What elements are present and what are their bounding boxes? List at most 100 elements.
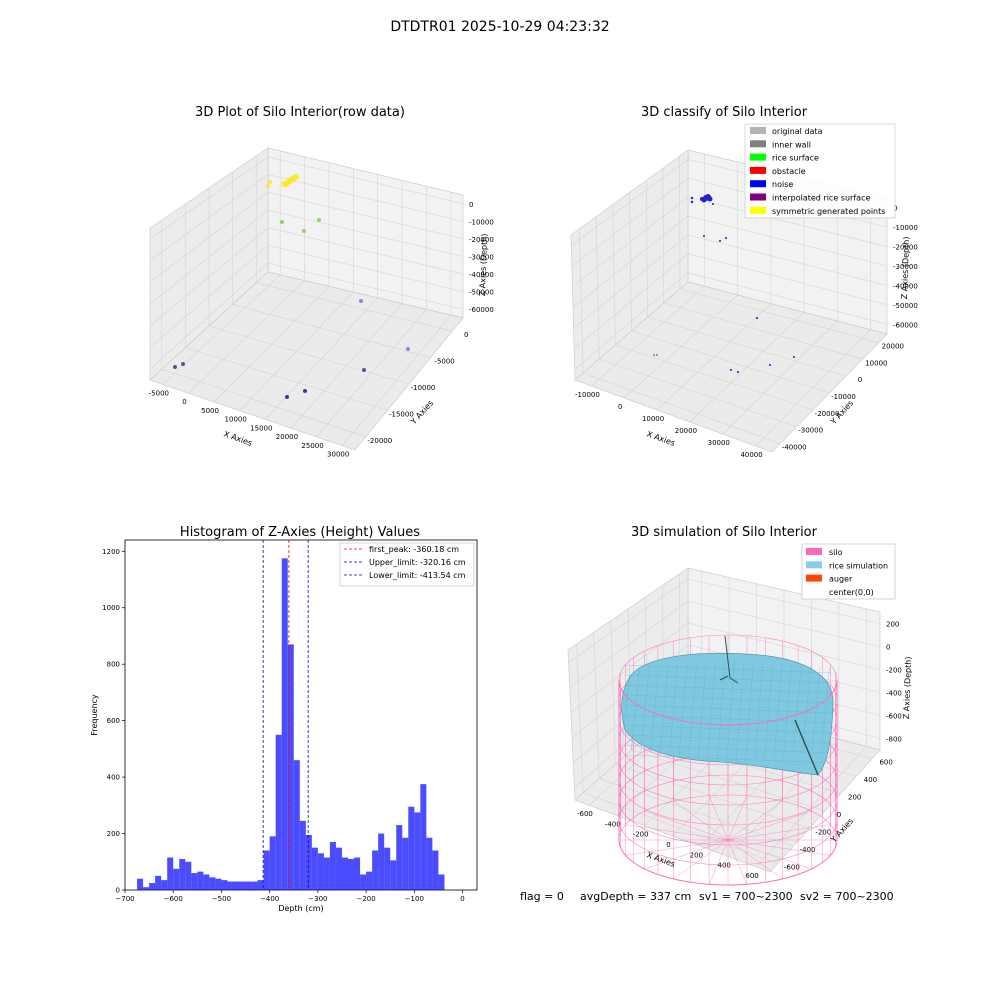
silo-floor-spoke	[708, 839, 729, 885]
grid-line	[615, 344, 814, 411]
x-tick-label: -600	[577, 810, 593, 818]
data-point	[730, 369, 732, 371]
mesh-line	[735, 660, 745, 764]
grid-line	[687, 234, 888, 286]
data-point	[317, 218, 321, 222]
mesh-line	[624, 694, 833, 704]
legend-label: silo	[829, 548, 843, 557]
x-tick-label: 25000	[301, 442, 323, 450]
legend-label: noise	[772, 180, 793, 189]
y-tick-label: 1200	[102, 548, 120, 556]
mesh-line	[650, 666, 659, 754]
x-tick-label: −200	[356, 895, 375, 903]
z-tick-label: -50000	[469, 289, 494, 297]
x-tick-label: −700	[115, 895, 134, 903]
y-tick-label: -40000	[782, 444, 807, 452]
mesh-line	[621, 668, 631, 749]
silo-floor-spoke	[644, 810, 729, 841]
scatter-points	[653, 194, 795, 373]
histogram-bar	[161, 880, 168, 890]
grid-line	[267, 245, 464, 292]
grid-line	[687, 253, 888, 306]
legend-label: Upper_limit: -320.16 cm	[369, 558, 466, 567]
histogram-bar	[191, 873, 198, 890]
silo-floor-spoke	[708, 795, 729, 841]
histogram-bar	[263, 850, 270, 890]
x-axis-label: X Axies	[222, 429, 253, 448]
grid-line	[687, 215, 888, 267]
data-point	[266, 184, 270, 188]
mesh-line	[783, 664, 792, 757]
x-tick-label: −500	[212, 895, 231, 903]
y-tick-label: 1000	[102, 604, 120, 612]
grid-line	[647, 316, 847, 377]
x-tick-label: 200	[690, 851, 703, 859]
legend-swatch	[806, 574, 822, 582]
grid-line	[687, 622, 881, 670]
silo-floor-spoke	[727, 800, 783, 841]
histogram-bar	[360, 874, 367, 890]
grid-line	[149, 262, 269, 370]
y-tick-label: 0	[464, 331, 468, 339]
grid-line	[149, 245, 269, 348]
silo-floor-spoke	[727, 839, 748, 885]
data-point	[280, 220, 284, 224]
mesh-line	[624, 724, 833, 734]
silo-floor-spoke	[625, 839, 729, 856]
histogram-bar	[329, 842, 336, 890]
histogram-bar	[257, 880, 264, 890]
histogram-bar	[299, 820, 306, 890]
data-point	[756, 317, 758, 319]
legend-box	[339, 542, 475, 587]
histogram-bar	[402, 837, 409, 890]
histogram-bar	[275, 734, 282, 890]
silo-floor-spoke	[727, 839, 783, 880]
grid-line	[572, 196, 689, 288]
data-point	[303, 389, 307, 393]
grid-line	[208, 325, 410, 385]
data-point	[181, 362, 185, 366]
legend-swatch	[750, 127, 766, 134]
y-tick-label: 400	[107, 774, 120, 782]
histogram-bar	[348, 858, 355, 890]
silo-floor-spoke	[727, 839, 831, 856]
x-tick-label: −300	[308, 895, 327, 903]
histogram-bar	[323, 857, 330, 890]
grid-line	[599, 358, 797, 427]
z-tick-label: 0	[886, 644, 890, 652]
y-tick-label: -30000	[798, 427, 823, 435]
x-tick-label: 40000	[740, 451, 762, 459]
histogram-bar	[311, 847, 318, 890]
legend-swatch	[806, 561, 822, 569]
y-tick-label: 600	[107, 717, 120, 725]
reference-lines	[262, 540, 309, 890]
grid-line	[573, 234, 689, 329]
mesh-line	[624, 734, 833, 744]
data-point	[285, 395, 289, 399]
mesh-line	[802, 666, 811, 754]
mesh-line	[688, 663, 697, 760]
silo-floor-spoke	[727, 795, 748, 841]
grid-line	[149, 174, 269, 261]
y-tick-label: 200	[848, 794, 861, 802]
data-point	[653, 354, 655, 356]
histogram-bar	[149, 882, 156, 890]
grid-line	[582, 792, 778, 864]
y-tick-label: -10000	[411, 384, 436, 392]
auger-shaft	[719, 635, 739, 684]
histogram-bar	[233, 881, 240, 890]
data-point	[700, 197, 704, 201]
y-tick-label: -5000	[434, 358, 454, 366]
legend-label: auger	[829, 575, 853, 584]
histogram-bar	[341, 857, 349, 890]
y-ticks: 0 200 400 600 800 1000 1200	[102, 548, 125, 895]
y-tick-label: 0	[858, 376, 862, 384]
histogram-bar	[281, 558, 288, 890]
figure-title: DTDTR01 2025-10-29 04:23:32	[390, 19, 609, 35]
legend-label: inner wall	[772, 140, 811, 149]
y-axis-label: Frequency	[90, 694, 99, 736]
data-point	[406, 347, 410, 351]
panel-title: 3D classify of Silo Interior	[641, 105, 808, 120]
mesh-line	[624, 744, 833, 754]
